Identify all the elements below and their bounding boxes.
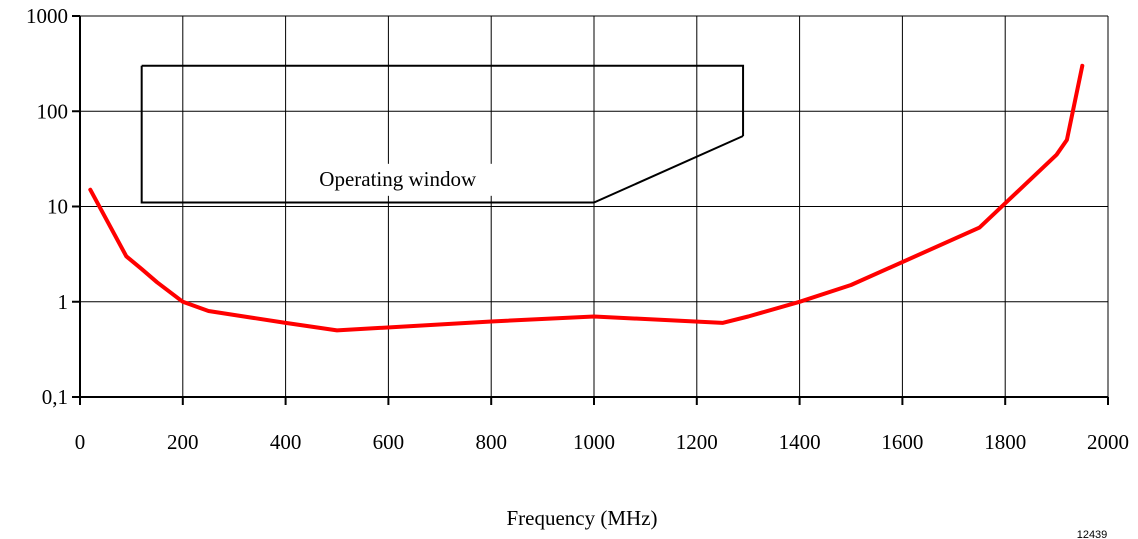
x-tick-label: 600 — [373, 430, 405, 454]
y-tick-label: 100 — [37, 99, 69, 123]
y-tick-labels: 0,1 1 10 100 1000 — [26, 4, 68, 409]
x-tick-label: 200 — [167, 430, 199, 454]
operating-window-top-edge — [141, 64, 745, 136]
x-tick-label: 1800 — [984, 430, 1026, 454]
axes — [72, 15, 1109, 405]
x-tick-label: 1000 — [573, 430, 615, 454]
x-tick-label: 1400 — [779, 430, 821, 454]
x-tick-label: 2000 — [1087, 430, 1129, 454]
operating-window-label: Operating window — [319, 167, 477, 191]
x-tick-label: 0 — [75, 430, 86, 454]
x-tick-label: 1600 — [881, 430, 923, 454]
figure-id: 12439 — [1077, 529, 1108, 539]
operating-window-label-bg — [313, 163, 526, 196]
x-tick-label: 800 — [475, 430, 507, 454]
y-tick-label: 1000 — [26, 4, 68, 28]
grid — [80, 15, 1109, 397]
x-tick-labels: 0 200 400 600 800 1000 1200 1400 1600 1800 2000 — [75, 430, 1129, 454]
series — [88, 63, 1085, 333]
series-line — [88, 63, 1085, 333]
operating-window-outline — [140, 65, 744, 204]
operating-window-annotation: Operating window — [140, 64, 745, 204]
x-tick-label: 400 — [270, 430, 302, 454]
y-tick-label: 0,1 — [42, 385, 68, 409]
x-tick-label: 1200 — [676, 430, 718, 454]
x-axis-title: Frequency (MHz) — [506, 506, 657, 530]
y-tick-label: 1 — [58, 290, 69, 314]
y-tick-label: 10 — [47, 195, 68, 219]
